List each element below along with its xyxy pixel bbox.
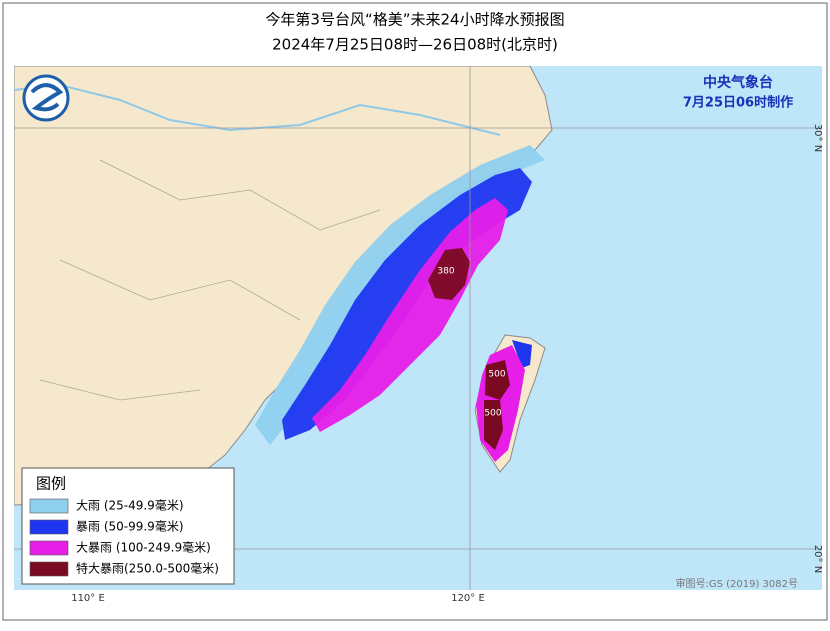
rain-area — [428, 248, 470, 300]
map-title: 今年第3号台风“格美”未来24小时降水预报图 — [265, 11, 564, 29]
rainfall-label: 500 — [488, 370, 505, 380]
legend-label: 大暴雨 (100-249.9毫米) — [76, 540, 211, 555]
legend-label: 特大暴雨(250.0-500毫米) — [76, 561, 219, 576]
rainfall-label: 380 — [437, 267, 454, 277]
review-number: 审图号:GS (2019) 3082号 — [675, 577, 798, 590]
lon-label: 120° E — [451, 593, 485, 604]
legend-title: 图例 — [36, 475, 66, 493]
rainfall-label: 500 — [484, 409, 501, 419]
legend-label: 暴雨 (50-99.9毫米) — [76, 519, 184, 534]
river — [14, 83, 501, 136]
agency-name: 中央气象台 — [703, 74, 773, 91]
legend-swatch — [29, 561, 69, 577]
legend-swatch — [29, 498, 69, 514]
issue-time: 7月25日06时制作 — [683, 95, 793, 111]
legend-swatch — [29, 540, 69, 556]
legend-label: 大雨 (25-49.9毫米) — [76, 498, 184, 513]
lat-label: 20° N — [812, 545, 823, 573]
lon-label: 110° E — [71, 593, 105, 604]
rain-area — [485, 360, 510, 400]
rain-areas — [255, 145, 545, 445]
legend: 图例 大雨 (25-49.9毫米) 暴雨 (50-99.9毫米) 大暴雨 (100-… — [21, 467, 235, 585]
map-subtitle: 2024年7月25日08时—26日08时(北京时) — [272, 36, 558, 54]
rain-area — [484, 400, 503, 450]
rain-area — [255, 145, 545, 445]
rain-areas-taiwan — [476, 340, 532, 462]
rain-area — [512, 340, 532, 368]
lat-label: 30° N — [812, 124, 823, 152]
agency-logo-mark — [30, 83, 64, 112]
province-border — [39, 159, 381, 401]
legend-swatch — [29, 519, 69, 535]
agency-logo — [22, 74, 70, 122]
